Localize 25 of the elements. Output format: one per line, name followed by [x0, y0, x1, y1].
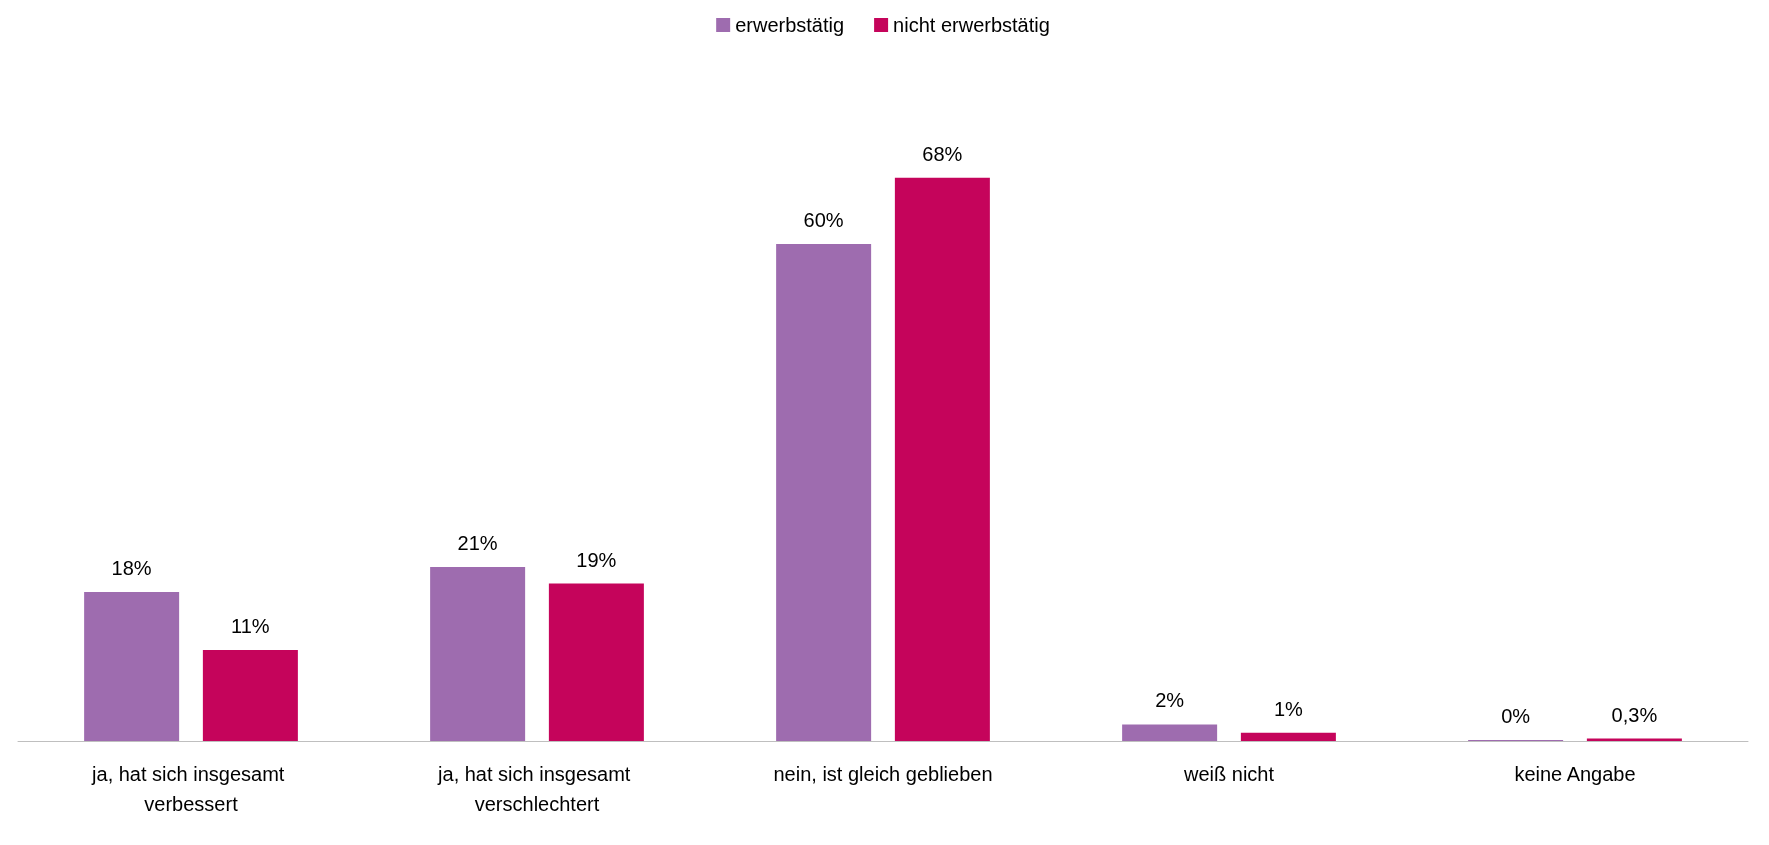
legend-label: erwerbstätig: [735, 14, 845, 36]
data-label: 60%: [803, 208, 844, 231]
data-label: 1%: [1273, 697, 1304, 720]
data-label: 18%: [111, 556, 152, 579]
x-tick-label: keine Angabe: [1514, 763, 1636, 785]
data-label: 21%: [457, 532, 498, 555]
x-tick-label: ja, hat sich insgesamt verbessert: [91, 763, 290, 815]
data-label: 2%: [1155, 689, 1185, 712]
bar: [1122, 724, 1218, 741]
data-label: 19%: [576, 548, 617, 571]
x-tick-label: weiß nicht: [1182, 763, 1275, 785]
data-label: 0,3%: [1611, 703, 1658, 726]
bar: [776, 243, 872, 741]
bar: [1240, 732, 1336, 741]
bar: [894, 177, 990, 741]
data-label: 11%: [231, 614, 270, 637]
bar: [548, 583, 644, 741]
legend-label: nicht erwerbstätig: [893, 14, 1050, 36]
bar: [430, 567, 526, 741]
data-label: 68%: [922, 142, 963, 165]
bar: [202, 649, 298, 741]
data-label: 0%: [1501, 705, 1531, 727]
x-tick-label: nein, ist gleich geblieben: [773, 763, 993, 785]
bar: [84, 591, 180, 741]
x-tick-label: ja, hat sich insgesamt verschlechtert: [437, 763, 636, 815]
